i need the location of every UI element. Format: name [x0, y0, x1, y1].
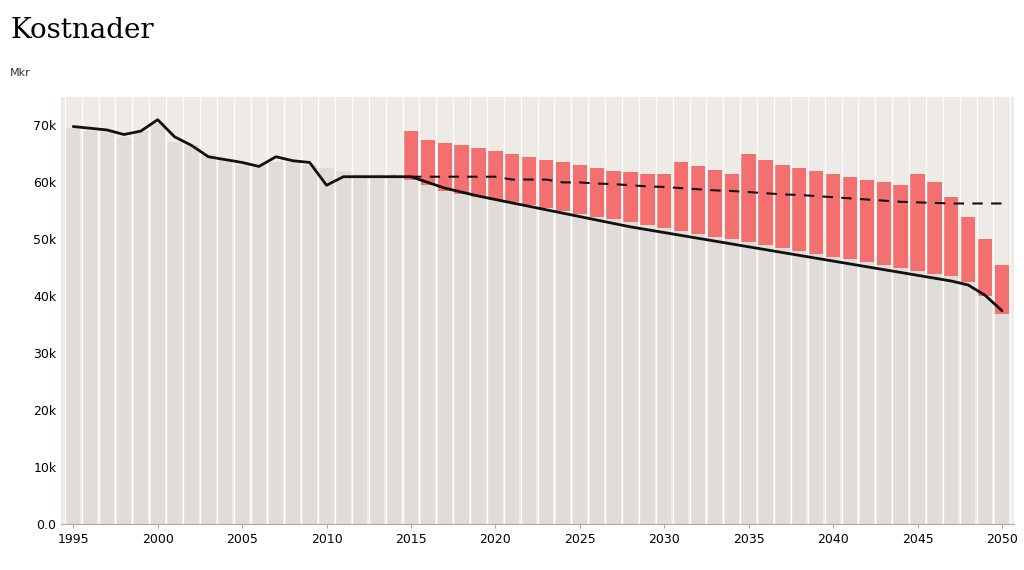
Bar [302, 165, 316, 524]
Bar [843, 259, 857, 524]
Bar [994, 265, 1009, 314]
Text: Mkr: Mkr [10, 68, 31, 79]
Bar [624, 222, 638, 524]
Bar [387, 174, 401, 524]
Bar [455, 194, 469, 524]
Bar [336, 171, 350, 524]
Bar [860, 262, 874, 524]
Bar [741, 154, 756, 242]
Bar [488, 200, 503, 524]
Bar [809, 254, 823, 524]
Bar [640, 225, 654, 524]
Bar [606, 171, 621, 219]
Bar [590, 217, 604, 524]
Bar [437, 142, 452, 191]
Bar [674, 231, 688, 524]
Bar [994, 314, 1009, 524]
Bar [403, 180, 418, 524]
Bar [978, 296, 992, 524]
Bar [910, 174, 925, 271]
Bar [556, 162, 570, 211]
Bar [640, 174, 654, 225]
Bar [725, 239, 739, 524]
Bar [370, 174, 384, 524]
Bar [556, 211, 570, 524]
Bar [218, 160, 232, 524]
Bar [793, 251, 807, 524]
Bar [167, 142, 181, 524]
Bar [234, 165, 249, 524]
Bar [708, 237, 722, 524]
Bar [894, 268, 908, 524]
Bar [421, 185, 435, 524]
Bar [471, 197, 485, 524]
Bar [910, 271, 925, 524]
Bar [775, 165, 790, 248]
Bar [759, 245, 773, 524]
Bar [691, 234, 706, 524]
Bar [741, 242, 756, 524]
Bar [826, 256, 841, 524]
Bar [961, 282, 975, 524]
Bar [539, 160, 553, 208]
Bar [572, 214, 587, 524]
Bar [978, 239, 992, 296]
Bar [927, 274, 942, 524]
Text: Kostnader: Kostnader [10, 17, 154, 44]
Bar [590, 168, 604, 217]
Bar [471, 148, 485, 197]
Bar [572, 165, 587, 214]
Bar [944, 276, 958, 524]
Bar [944, 197, 958, 276]
Bar [606, 219, 621, 524]
Bar [184, 145, 199, 524]
Bar [505, 154, 519, 202]
Bar [252, 165, 266, 524]
Bar [927, 182, 942, 274]
Bar [775, 248, 790, 524]
Bar [286, 162, 300, 524]
Bar [151, 123, 165, 524]
Bar [539, 208, 553, 524]
Bar [793, 168, 807, 251]
Bar [708, 170, 722, 237]
Bar [437, 191, 452, 524]
Bar [133, 131, 148, 524]
Bar [319, 168, 334, 524]
Bar [403, 131, 418, 180]
Bar [522, 157, 537, 205]
Bar [674, 162, 688, 231]
Bar [488, 151, 503, 200]
Bar [353, 174, 368, 524]
Bar [624, 172, 638, 222]
Bar [843, 177, 857, 259]
Bar [657, 228, 672, 524]
Bar [759, 160, 773, 245]
Bar [117, 137, 131, 524]
Bar [961, 217, 975, 282]
Bar [894, 185, 908, 268]
Bar [421, 140, 435, 185]
Bar [657, 174, 672, 228]
Bar [505, 202, 519, 524]
Bar [877, 182, 891, 265]
Bar [67, 128, 81, 524]
Bar [826, 174, 841, 256]
Bar [691, 166, 706, 234]
Bar [83, 131, 97, 524]
Bar [860, 180, 874, 262]
Bar [725, 174, 739, 239]
Bar [100, 131, 115, 524]
Bar [268, 162, 283, 524]
Bar [522, 205, 537, 524]
Bar [455, 145, 469, 194]
Bar [201, 154, 215, 524]
Bar [877, 265, 891, 524]
Bar [809, 171, 823, 254]
